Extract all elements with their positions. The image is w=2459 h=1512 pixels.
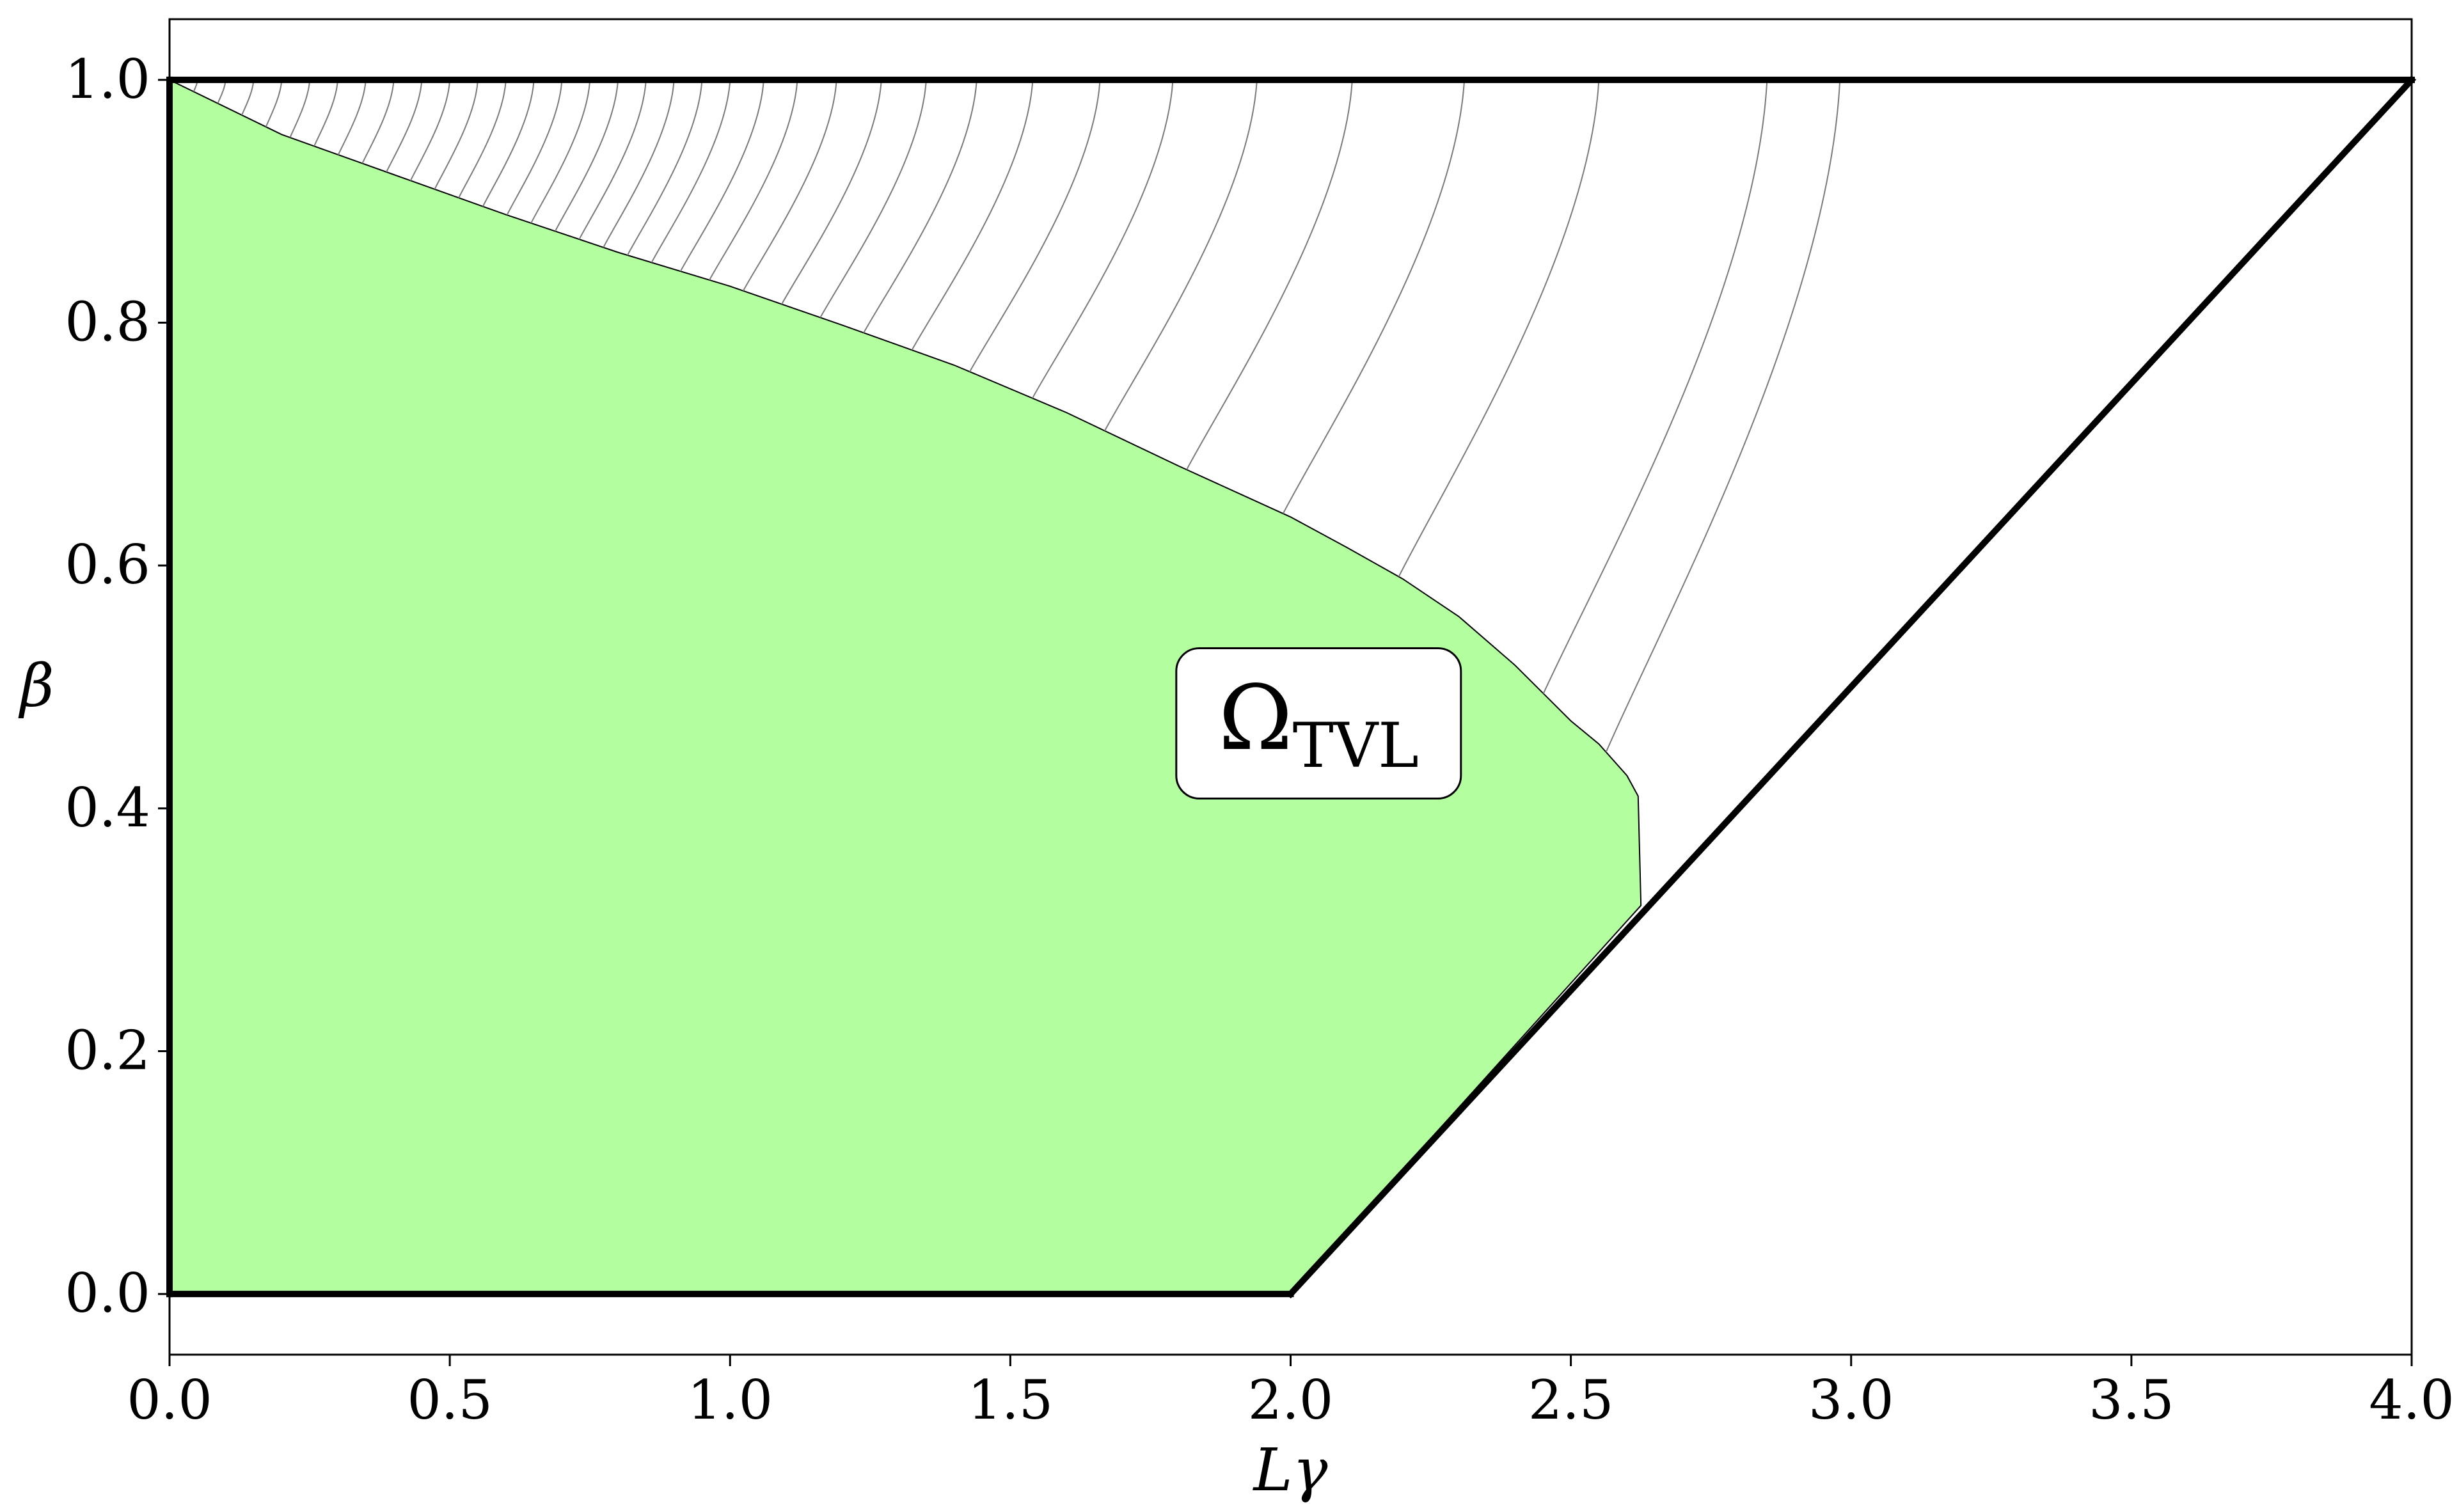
feasible-region (169, 79, 1642, 1295)
annotation-label: ΩTVL (1219, 666, 1419, 782)
region-area (169, 79, 1642, 1295)
stability-curve (361, 79, 395, 164)
stability-curve (241, 79, 255, 116)
annotation-box (1175, 647, 1462, 799)
stability-curve (530, 79, 591, 224)
region-annotation: ΩTVL (1175, 647, 1462, 799)
stability-curve (1282, 79, 1466, 514)
stability-curve (555, 79, 619, 232)
stability-curve (458, 79, 507, 198)
y-tick-label: 0.8 (65, 291, 150, 354)
stability-curve (863, 79, 977, 333)
stability-curve (603, 79, 675, 248)
x-tick-label: 1.0 (687, 1369, 773, 1431)
stability-curve (679, 79, 764, 272)
stability-curve (969, 79, 1101, 372)
x-tick-label: 1.5 (968, 1369, 1054, 1431)
stability-curve (313, 79, 338, 146)
annotation-symbol: Ω (1219, 666, 1293, 771)
stability-curve (289, 79, 311, 138)
stability-curve (1104, 79, 1258, 432)
annotation-subscript: TVL (1293, 710, 1419, 782)
stability-curve (651, 79, 731, 263)
stability-curve (217, 79, 226, 104)
y-tick-label: 0.6 (65, 533, 150, 596)
stability-curve (1605, 79, 1841, 753)
x-tick-label: 3.5 (2089, 1369, 2174, 1431)
stability-curve (578, 79, 647, 240)
x-tick-label: 3.0 (1808, 1369, 1894, 1431)
stability-curve (482, 79, 535, 207)
x-tick-label: 2.5 (1528, 1369, 1614, 1431)
x-tick-label: 0.0 (127, 1369, 212, 1431)
x-tick-label: 0.5 (407, 1369, 493, 1431)
stability-curve (819, 79, 927, 318)
x-axis-label: Lγ (1252, 1436, 1328, 1504)
constraint-line (1286, 75, 2417, 1299)
stability-curve (1398, 79, 1600, 578)
stability-curves (193, 79, 1841, 753)
stability-curve (434, 79, 478, 190)
stability-curve (506, 79, 563, 216)
stability-curve (781, 79, 882, 305)
y-tick-label: 0.2 (65, 1019, 150, 1082)
stability-curve (742, 79, 837, 292)
stability-curve (1186, 79, 1353, 470)
stability-curve (1032, 79, 1174, 399)
x-tick-label: 4.0 (2369, 1369, 2455, 1431)
stability-curve (409, 79, 451, 181)
stability-curve (627, 79, 703, 256)
stability-curve (1542, 79, 1768, 694)
stability-curve (337, 79, 367, 155)
y-axis-ticks: 0.0 0.2 0.4 0.6 0.8 1.0 (65, 48, 170, 1325)
stability-curve (265, 79, 283, 127)
y-tick-label: 1.0 (65, 48, 150, 111)
y-axis-label: β (18, 652, 54, 720)
x-tick-label: 2.0 (1248, 1369, 1334, 1431)
stability-curve (911, 79, 1034, 350)
stability-curve (386, 79, 423, 173)
y-tick-label: 0.4 (65, 776, 150, 839)
x-axis-ticks: 0.0 0.5 1.0 1.5 2.0 2.5 3.0 3.5 4.0 (127, 1355, 2455, 1431)
y-tick-label: 0.0 (65, 1262, 150, 1325)
stability-curve (709, 79, 798, 281)
